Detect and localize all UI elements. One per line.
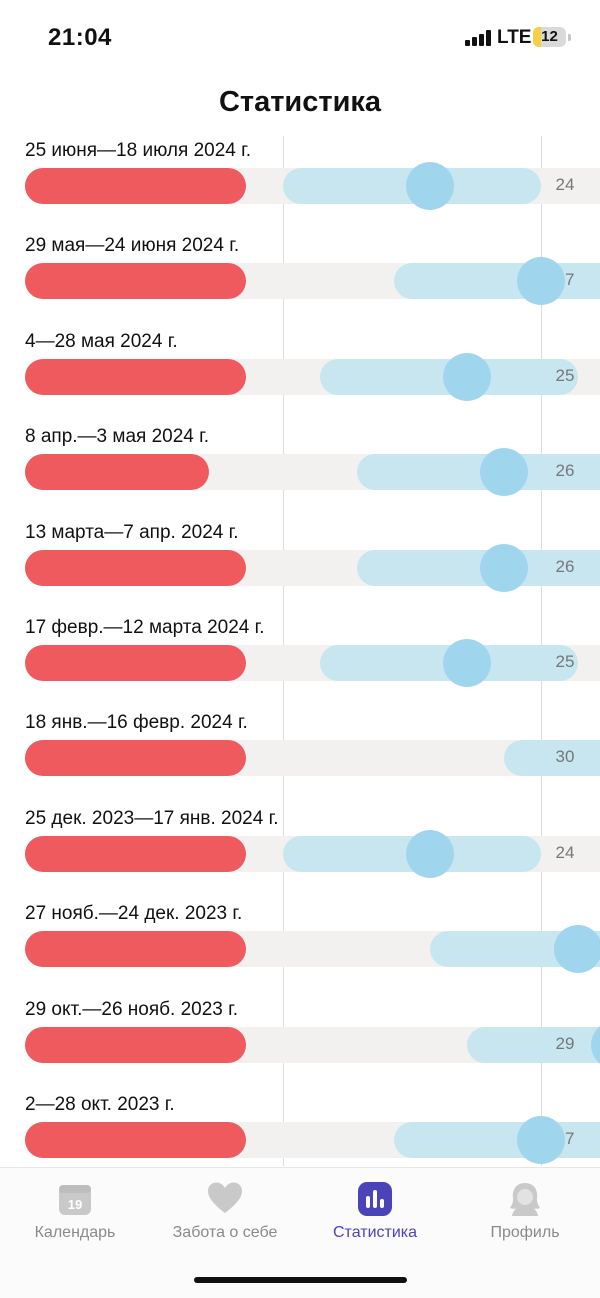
cycle-length: 30	[545, 747, 585, 767]
ovulation-marker	[480, 544, 528, 592]
cycle-date-range: 13 марта—7 апр. 2024 г.	[25, 522, 239, 544]
period-bar	[25, 359, 246, 395]
period-bar	[25, 836, 246, 872]
cycle-date-range: 18 янв.—16 февр. 2024 г.	[25, 712, 248, 734]
ovulation-marker	[480, 448, 528, 496]
network-type: LTE	[497, 27, 531, 49]
cycle-date-range: 29 мая—24 июня 2024 г.	[25, 235, 239, 257]
period-bar	[25, 550, 246, 586]
cycle-row[interactable]: 8 апр.—3 мая 2024 г. 26	[0, 422, 600, 517]
profile-icon	[507, 1181, 543, 1217]
cycle-date-range: 8 апр.—3 мая 2024 г.	[25, 426, 209, 448]
status-time: 21:04	[48, 24, 112, 52]
period-bar	[25, 931, 246, 967]
period-bar	[25, 454, 209, 490]
cycle-statistics-chart[interactable]: 25 июня—18 июля 2024 г. 24 29 мая—24 июня …	[0, 136, 600, 1166]
ovulation-marker	[517, 1116, 565, 1164]
ovulation-marker	[406, 830, 454, 878]
ovulation-marker	[443, 353, 491, 401]
ovulation-marker	[443, 639, 491, 687]
cycle-length: 24	[545, 843, 585, 863]
tab-calendar[interactable]: 19 Календарь	[0, 1168, 150, 1268]
cycle-date-range: 4—28 мая 2024 г.	[25, 331, 178, 353]
period-bar	[25, 645, 246, 681]
tab-statistics[interactable]: Статистика	[300, 1168, 450, 1268]
cycle-row[interactable]: 4—28 мая 2024 г. 25	[0, 327, 600, 422]
tab-label-statistics: Статистика	[300, 1224, 450, 1242]
cycle-date-range: 2—28 окт. 2023 г.	[25, 1094, 175, 1116]
cycle-row[interactable]: 25 дек. 2023—17 янв. 2024 г. 24	[0, 804, 600, 899]
period-bar	[25, 740, 246, 776]
bar-chart-icon	[357, 1181, 393, 1217]
battery-icon: 12	[533, 27, 566, 47]
calendar-icon: 19	[57, 1181, 93, 1217]
tab-profile[interactable]: Профиль	[450, 1168, 600, 1268]
tab-label-self-care: Забота о себе	[150, 1224, 300, 1242]
ovulation-marker	[406, 162, 454, 210]
period-bar	[25, 263, 246, 299]
tab-label-profile: Профиль	[450, 1224, 600, 1242]
cycle-length: 29	[545, 1034, 585, 1054]
cycle-date-range: 27 нояб.—24 дек. 2023 г.	[25, 903, 242, 925]
cycle-row[interactable]: 25 июня—18 июля 2024 г. 24	[0, 136, 600, 231]
home-indicator	[194, 1277, 407, 1283]
page-title: Статистика	[0, 86, 600, 119]
cycle-length: 24	[545, 175, 585, 195]
cycle-row[interactable]: 2—28 окт. 2023 г.27	[0, 1090, 600, 1166]
battery-level: 12	[533, 28, 566, 45]
status-bar: 21:04 LTE 12	[0, 0, 600, 70]
cycle-row[interactable]: 29 окт.—26 нояб. 2023 г. 29	[0, 995, 600, 1090]
cycle-date-range: 25 июня—18 июля 2024 г.	[25, 140, 251, 162]
calendar-icon-day: 19	[68, 1197, 82, 1212]
cycle-date-range: 17 февр.—12 марта 2024 г.	[25, 617, 265, 639]
period-bar	[25, 168, 246, 204]
tab-label-calendar: Календарь	[0, 1224, 150, 1242]
cycle-row[interactable]: 17 февр.—12 марта 2024 г. 25	[0, 613, 600, 708]
cellular-signal-icon	[465, 30, 491, 46]
cycle-date-range: 29 окт.—26 нояб. 2023 г.	[25, 999, 238, 1021]
cycle-row[interactable]: 13 марта—7 апр. 2024 г. 26	[0, 518, 600, 613]
ovulation-marker	[554, 925, 600, 973]
cycle-row[interactable]: 27 нояб.—24 дек. 2023 г.28	[0, 899, 600, 994]
cycle-row[interactable]: 18 янв.—16 февр. 2024 г. 30	[0, 708, 600, 803]
ovulation-marker	[517, 257, 565, 305]
cycle-row[interactable]: 29 мая—24 июня 2024 г.27	[0, 231, 600, 326]
cycle-length: 25	[545, 652, 585, 672]
cycle-length: 26	[545, 557, 585, 577]
cycle-length: 25	[545, 366, 585, 386]
cycle-date-range: 25 дек. 2023—17 янв. 2024 г.	[25, 808, 279, 830]
tab-self-care[interactable]: Забота о себе	[150, 1168, 300, 1268]
period-bar	[25, 1122, 246, 1158]
period-bar	[25, 1027, 246, 1063]
cycle-length: 26	[545, 461, 585, 481]
battery-tip	[568, 34, 571, 41]
heart-icon	[207, 1181, 243, 1217]
